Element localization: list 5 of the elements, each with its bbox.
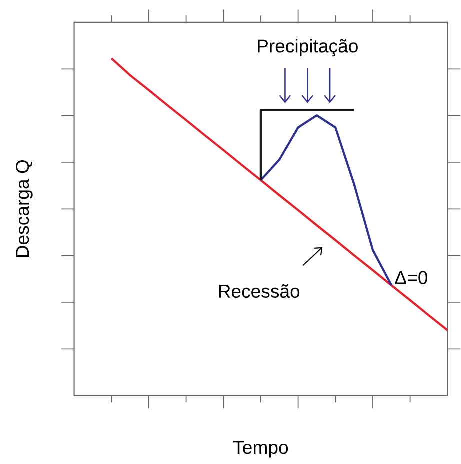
text: Precipitação	[258, 39, 358, 57]
y-axis-title: Descarga Q	[16, 160, 33, 258]
annotation: Recessão	[219, 284, 300, 298]
x-axis-title: Tempo	[234, 441, 288, 458]
annotation: Δ=0	[395, 271, 428, 284]
